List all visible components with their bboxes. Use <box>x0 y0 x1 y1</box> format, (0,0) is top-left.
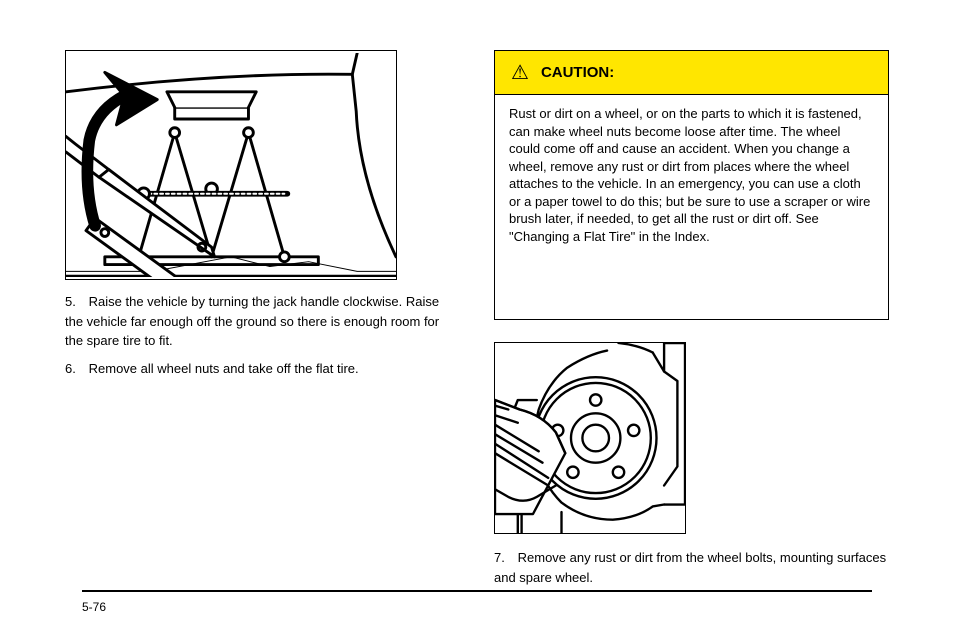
caution-label: CAUTION: <box>541 64 614 81</box>
page-number: 5-76 <box>82 600 106 614</box>
step-7: 7. Remove any rust or dirt from the whee… <box>494 548 889 587</box>
page-root: 5. Raise the vehicle by turning the jack… <box>0 0 954 636</box>
caution-body: Rust or dirt on a wheel, or on the parts… <box>495 95 888 255</box>
column-left: 5. Raise the vehicle by turning the jack… <box>65 50 460 587</box>
column-right: ⚠ CAUTION: Rust or dirt on a wheel, or o… <box>494 50 889 587</box>
step-number: 7. <box>494 548 514 568</box>
step-text: Remove any rust or dirt from the wheel b… <box>494 550 886 585</box>
footer-rule <box>82 590 872 592</box>
step-6: 6. Remove all wheel nuts and take off th… <box>65 359 460 379</box>
figure-wheel-hub <box>494 342 686 534</box>
figure-jack <box>65 50 397 280</box>
caution-box: ⚠ CAUTION: Rust or dirt on a wheel, or o… <box>494 50 889 320</box>
step-text: Remove all wheel nuts and take off the f… <box>89 361 359 376</box>
warning-icon: ⚠ <box>511 63 529 83</box>
step-number: 6. <box>65 359 85 379</box>
steps-left: 5. Raise the vehicle by turning the jack… <box>65 292 460 378</box>
step-text: Raise the vehicle by turning the jack ha… <box>65 294 439 348</box>
step-number: 5. <box>65 292 85 312</box>
caution-heading: ⚠ CAUTION: <box>495 51 888 95</box>
two-column-layout: 5. Raise the vehicle by turning the jack… <box>65 50 889 587</box>
step-5: 5. Raise the vehicle by turning the jack… <box>65 292 460 351</box>
